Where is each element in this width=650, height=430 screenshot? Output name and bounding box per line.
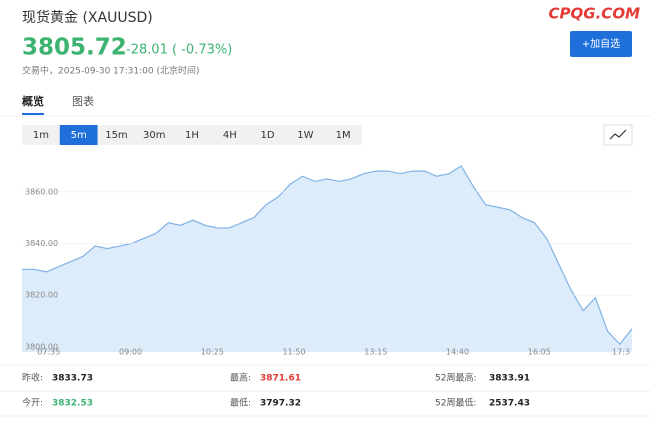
x-tick-label: 09:00 xyxy=(119,348,142,357)
line xyxy=(22,165,633,346)
stat-value: 3871.61 xyxy=(260,374,301,384)
stat-value: 3797.32 xyxy=(260,399,301,409)
stat-label: 昨收: xyxy=(22,372,43,384)
stat-label: 52周最高: xyxy=(435,372,477,384)
x-tick-label: 14:40 xyxy=(446,348,469,357)
period-button[interactable]: 1M xyxy=(336,130,351,141)
stat-value: 3833.91 xyxy=(489,374,530,384)
x-tick-label: 16:05 xyxy=(528,348,551,357)
add-button-label[interactable]: +加自选 xyxy=(582,37,620,50)
tab[interactable]: 图表 xyxy=(72,94,94,108)
watermark: CPQG.COM xyxy=(549,5,641,23)
stat-value: 3832.53 xyxy=(52,399,93,409)
stat-value: 3833.73 xyxy=(52,374,93,384)
period-bar xyxy=(22,125,362,145)
stat-label: 今开: xyxy=(22,397,43,409)
stat-label: 最低: xyxy=(230,397,251,409)
title: 现货黄金 (XAUUSD) xyxy=(22,9,153,26)
period-button[interactable]: 1m xyxy=(33,130,49,141)
stat-label: 52周最低: xyxy=(435,397,477,409)
status: 交易中，2025-09-30 17:31:00 (北京时间) xyxy=(22,65,199,77)
area xyxy=(22,165,632,352)
add-button[interactable] xyxy=(570,31,632,57)
period-button[interactable]: 30m xyxy=(143,130,165,141)
x-tick-label: 11:50 xyxy=(283,348,306,357)
y-tick-label: 3800.00 xyxy=(25,342,58,351)
x-tick-label: 07:35 xyxy=(37,348,60,357)
x-tick-label: 13:15 xyxy=(364,348,387,357)
period-button[interactable]: 15m xyxy=(105,130,127,141)
period-button[interactable]: 5m xyxy=(71,130,87,141)
period-active xyxy=(59,125,98,145)
chart-type-icon xyxy=(609,129,627,140)
tab[interactable]: 概览 xyxy=(22,94,44,108)
tab-underline xyxy=(22,113,44,115)
stat-value: 2537.43 xyxy=(489,399,530,409)
chart-type-button[interactable] xyxy=(603,124,633,146)
change: -28.01 ( -0.73%) xyxy=(126,43,232,58)
chart: 3800.00 3820.00 3840.00 3860.00 07:35 09:00 10… xyxy=(22,165,633,357)
x-tick-label: 17:3 xyxy=(612,348,630,357)
period-button[interactable]: 1D xyxy=(261,130,275,141)
period-button[interactable]: 1W xyxy=(297,130,313,141)
price: 3805.72 xyxy=(22,35,127,61)
stat-label: 最高: xyxy=(230,372,251,384)
period-button[interactable]: 1H xyxy=(185,130,199,141)
y-tick-label: 3840.00 xyxy=(25,239,58,248)
y-tick-label: 3820.00 xyxy=(25,291,58,300)
y-tick-label: 3860.00 xyxy=(25,187,58,196)
x-tick-label: 10:25 xyxy=(201,348,224,357)
period-button[interactable]: 4H xyxy=(223,130,237,141)
